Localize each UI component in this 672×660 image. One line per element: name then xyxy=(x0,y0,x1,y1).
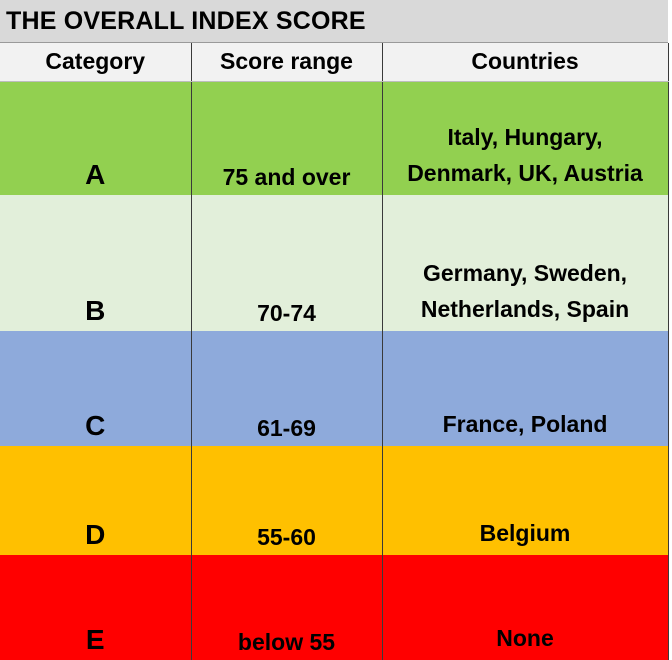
index-score-table: Category Score range Countries A 75 and … xyxy=(0,43,669,660)
countries-cell: Belgium xyxy=(381,446,669,555)
countries-line: Netherlands, Spain xyxy=(420,296,630,322)
countries-cell: France, Poland xyxy=(381,331,669,446)
countries-cell: Italy, Hungary, Denmark, UK, Austria xyxy=(381,81,669,195)
category-cell: B xyxy=(0,195,192,331)
countries-line: Germany, Sweden, xyxy=(422,260,628,286)
countries-line: France, Poland xyxy=(442,411,608,437)
countries-line: Italy, Hungary, xyxy=(447,124,603,150)
score-range-cell: 55-60 xyxy=(190,446,383,555)
header-row: Category Score range Countries xyxy=(0,43,669,82)
table-row-d: D 55-60 Belgium xyxy=(0,446,669,555)
category-cell: D xyxy=(0,446,192,555)
category-cell: A xyxy=(0,81,192,195)
category-cell: C xyxy=(0,331,192,446)
score-range-cell: 61-69 xyxy=(190,331,383,446)
table-title: THE OVERALL INDEX SCORE xyxy=(0,0,668,43)
table-row-c: C 61-69 France, Poland xyxy=(0,331,669,446)
header-countries: Countries xyxy=(381,43,669,82)
table-row-e: E below 55 None xyxy=(0,555,669,660)
table-row-a: A 75 and over Italy, Hungary, Denmark, U… xyxy=(0,81,669,195)
header-category: Category xyxy=(0,43,192,82)
score-range-cell: 75 and over xyxy=(190,81,383,195)
header-score-range: Score range xyxy=(190,43,383,82)
countries-cell: None xyxy=(381,555,669,660)
countries-line: Denmark, UK, Austria xyxy=(407,160,643,186)
category-cell: E xyxy=(0,555,192,660)
table-row-b: B 70-74 Germany, Sweden, Netherlands, Sp… xyxy=(0,195,669,331)
score-range-cell: below 55 xyxy=(190,555,383,660)
score-range-cell: 70-74 xyxy=(190,195,383,331)
countries-line: Belgium xyxy=(479,520,571,546)
countries-cell: Germany, Sweden, Netherlands, Spain xyxy=(381,195,669,331)
countries-line: None xyxy=(496,625,554,651)
